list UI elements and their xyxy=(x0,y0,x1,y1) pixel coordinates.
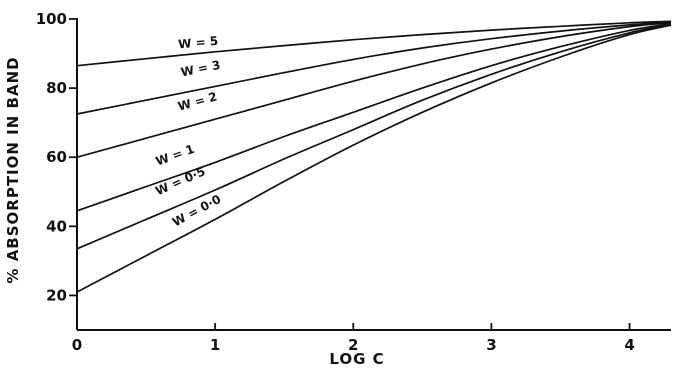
x-tick-label-1: 1 xyxy=(210,336,220,354)
curve-label-3: W = 1 xyxy=(154,142,196,169)
x-axis-label: LOG C xyxy=(329,350,384,368)
x-tick-label-0: 0 xyxy=(72,336,82,354)
y-tick-label-60: 60 xyxy=(46,148,67,166)
curve-series-5 xyxy=(76,24,672,293)
curve-series-1 xyxy=(76,21,672,115)
y-tick-label-80: 80 xyxy=(46,79,67,97)
y-tick-label-100: 100 xyxy=(36,10,67,28)
y-tick-label-40: 40 xyxy=(46,217,67,235)
x-tick-label-2: 2 xyxy=(348,336,358,354)
curve-label-1: W = 3 xyxy=(180,58,222,80)
curve-series-3 xyxy=(76,22,672,212)
curve-label-0: W = 5 xyxy=(178,34,219,52)
curve-series-2 xyxy=(76,21,672,159)
curve-series-0 xyxy=(76,20,672,67)
curve-labels-group: W = 5W = 3W = 2W = 1W = 0·5W = 0·0 xyxy=(153,34,223,230)
x-tick-label-4: 4 xyxy=(624,336,634,354)
curves-group xyxy=(76,20,672,293)
x-tick-label-3: 3 xyxy=(486,336,496,354)
y-tick-label-20: 20 xyxy=(46,286,67,304)
curve-series-4 xyxy=(76,23,672,250)
ticks-group: 20 40 60 80 100 0 1 2 3 4 xyxy=(36,10,635,354)
curve-label-4: W = 0·5 xyxy=(153,164,207,198)
y-axis-label: % ABSORPTION IN BAND xyxy=(4,56,22,283)
